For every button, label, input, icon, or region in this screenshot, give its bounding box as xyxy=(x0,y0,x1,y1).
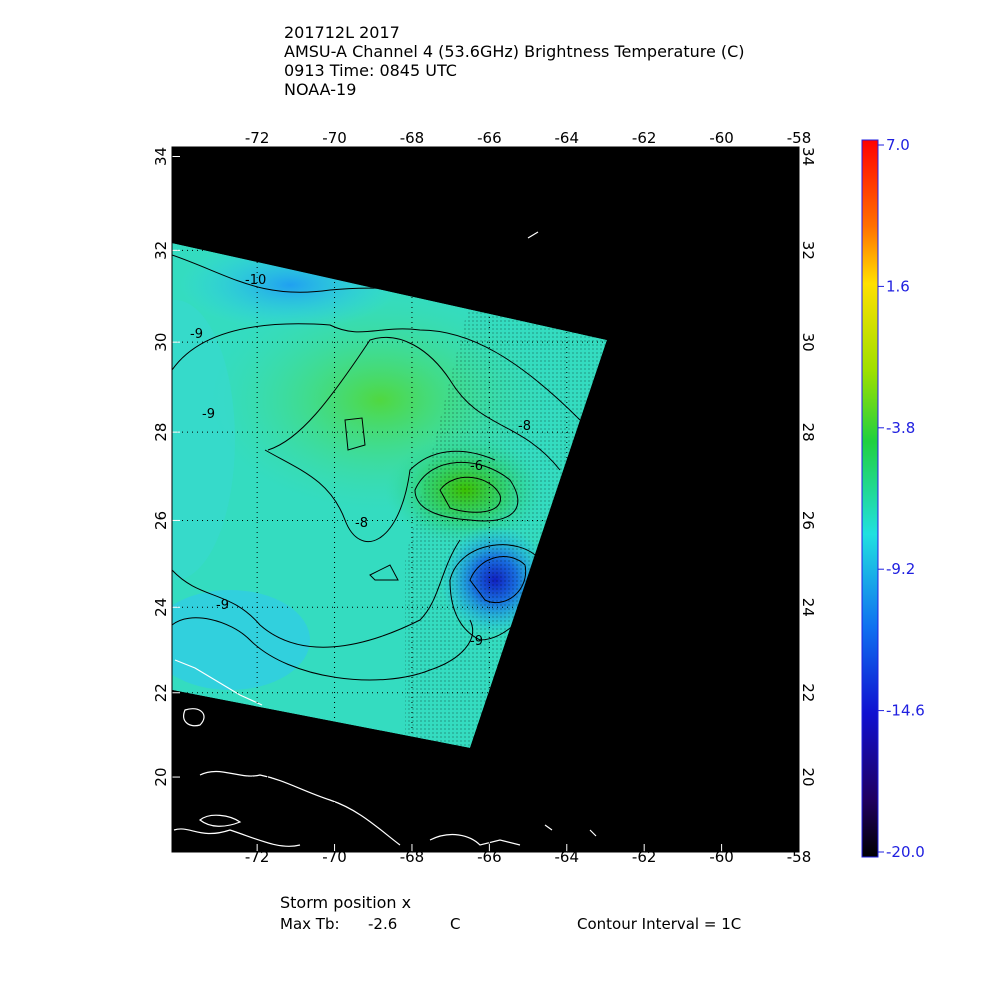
y-tick-label: 32 xyxy=(152,241,170,260)
y-tick-label-right: 30 xyxy=(799,333,817,352)
y-tick-label-right: 26 xyxy=(799,511,817,530)
max-unit: C xyxy=(450,915,460,933)
x-tick-label-top: -66 xyxy=(477,129,502,147)
brightness-field xyxy=(172,243,607,748)
storm-position: Storm position x xyxy=(280,893,411,912)
title-line: 0913 Time: 0845 UTC xyxy=(284,61,457,80)
title-line: AMSU-A Channel 4 (53.6GHz) Brightness Te… xyxy=(284,42,745,61)
x-tick-label: -64 xyxy=(555,848,580,866)
x-tick-label-top: -70 xyxy=(322,129,347,147)
colorbar xyxy=(861,139,879,858)
x-tick-label: -60 xyxy=(709,848,734,866)
title-line: NOAA-19 xyxy=(284,80,356,99)
x-tick-label-top: -64 xyxy=(555,129,580,147)
y-tick-label: 22 xyxy=(152,683,170,702)
contour-label: -8 xyxy=(355,516,368,531)
contour-label: -10 xyxy=(245,273,266,288)
y-tick-label-right: 34 xyxy=(799,147,817,166)
y-tick-label: 20 xyxy=(152,768,170,787)
y-tick-label: 34 xyxy=(152,147,170,166)
contour-label: -6 xyxy=(470,459,483,474)
y-tick-label: 24 xyxy=(152,598,170,617)
colorbar-tick-label: 1.6 xyxy=(886,277,910,295)
coastline xyxy=(173,231,597,847)
title-line: 201712L 2017 xyxy=(284,23,400,42)
y-tick-label: 28 xyxy=(152,423,170,442)
contour-interval: Contour Interval = 1C xyxy=(577,915,741,933)
y-tick-label: 26 xyxy=(152,511,170,530)
contour-label: -9 xyxy=(216,598,229,613)
colorbar-tick-label: -3.8 xyxy=(886,419,915,437)
x-tick-label: -66 xyxy=(477,848,502,866)
y-tick-label-right: 24 xyxy=(799,598,817,617)
y-tick-label-right: 32 xyxy=(799,241,817,260)
contour-label: -9 xyxy=(202,407,215,422)
x-tick-label: -68 xyxy=(400,848,425,866)
x-tick-label: -70 xyxy=(322,848,347,866)
x-tick-label-top: -72 xyxy=(245,129,270,147)
x-tick-label: -72 xyxy=(245,848,270,866)
colorbar-tick-label: -20.0 xyxy=(886,843,925,861)
y-tick-label-right: 28 xyxy=(799,423,817,442)
contour-label: -9 xyxy=(470,634,483,649)
contour-label: -8 xyxy=(518,419,531,434)
y-tick-label: 30 xyxy=(152,333,170,352)
max-label: Max Tb: xyxy=(280,915,340,933)
colorbar-tick-label: -9.2 xyxy=(886,560,915,578)
colorbar-tick-label: 7.0 xyxy=(886,136,910,154)
x-tick-label: -62 xyxy=(632,848,657,866)
x-tick-label-top: -60 xyxy=(709,129,734,147)
max-value: -2.6 xyxy=(368,915,397,933)
y-tick-label-right: 20 xyxy=(799,768,817,787)
x-tick-label-top: -68 xyxy=(400,129,425,147)
y-tick-label-right: 22 xyxy=(799,683,817,702)
x-tick-label-top: -62 xyxy=(632,129,657,147)
x-tick-label-top: -58 xyxy=(787,129,812,147)
colorbar-tick-label: -14.6 xyxy=(886,702,925,720)
map-frame xyxy=(171,146,800,853)
contour-label: -9 xyxy=(190,327,203,342)
